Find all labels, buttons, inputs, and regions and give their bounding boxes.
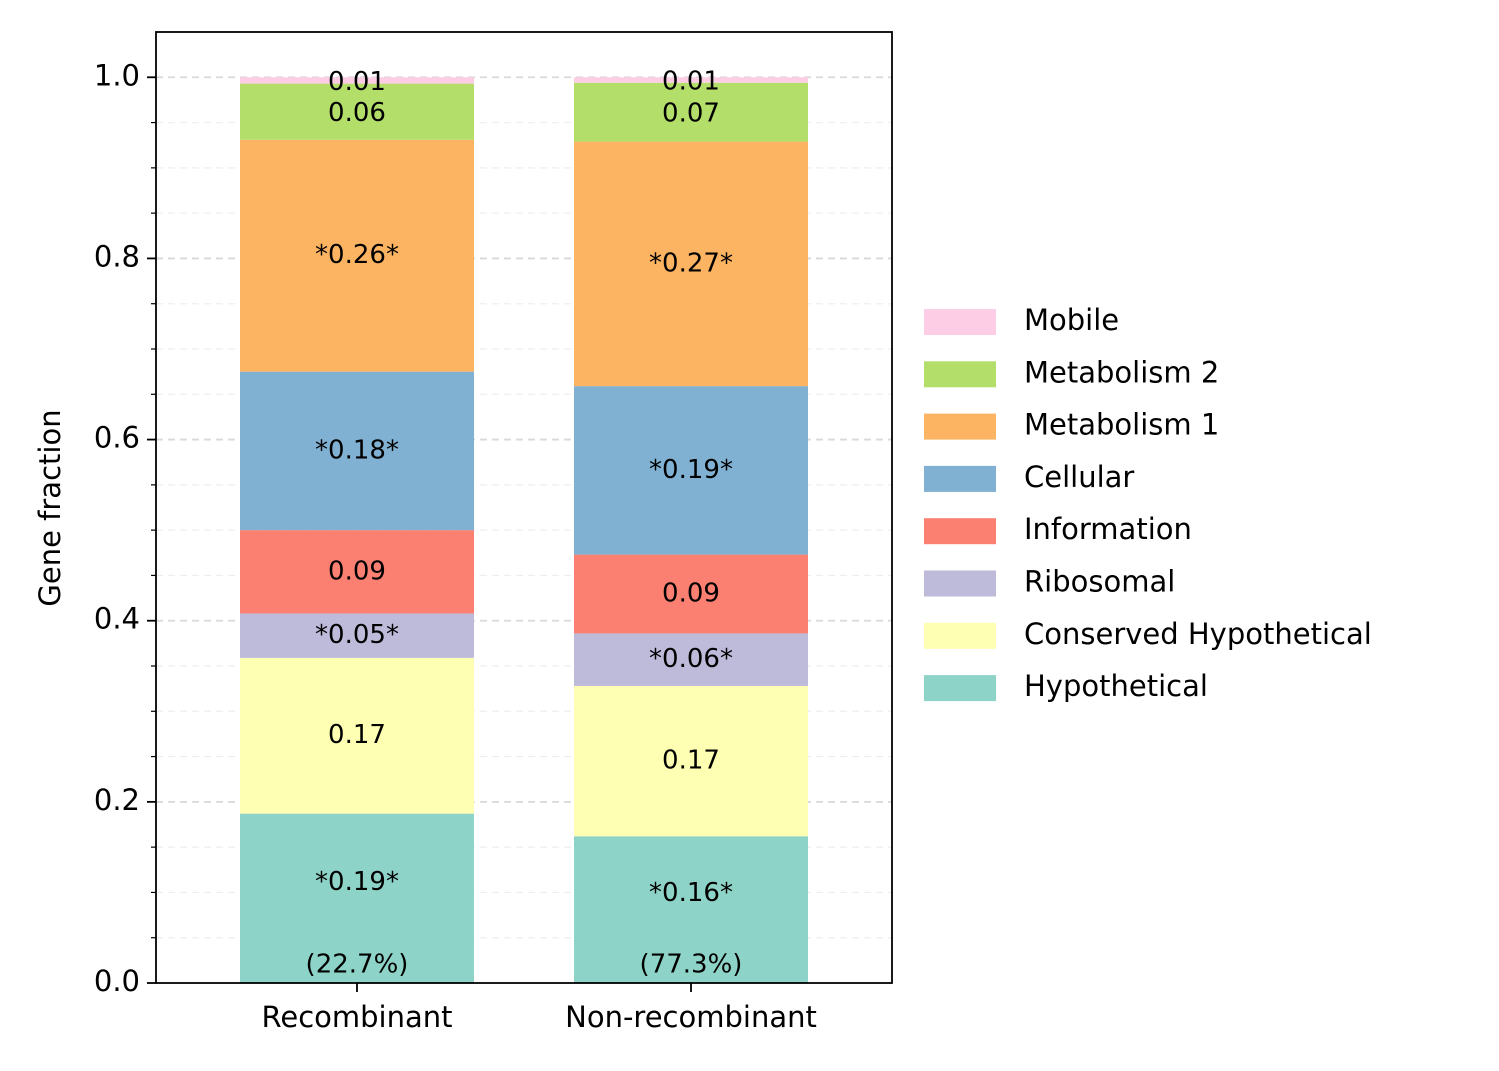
- legend-label: Metabolism 1: [1024, 408, 1219, 442]
- legend-swatch: [924, 465, 996, 492]
- x-axis: Recombinant Non-recombinant: [262, 983, 817, 1034]
- segment-label: 0.01: [328, 67, 386, 97]
- segment-value-labels: *0.19*0.17*0.05*0.09*0.18**0.26*0.060.01…: [306, 67, 743, 980]
- bar-segment-hypothetical: [240, 813, 474, 983]
- legend: Mobile Metabolism 2 Metabolism 1 Cellular In…: [924, 303, 1372, 703]
- legend-swatch: [924, 413, 996, 440]
- bar-segment-information: [240, 530, 474, 614]
- category-share-label: (22.7%): [306, 950, 409, 980]
- bar-segment-cellular: [574, 386, 808, 555]
- y-tick-label: 0.4: [94, 602, 140, 636]
- legend-label: Conserved Hypothetical: [1024, 617, 1372, 651]
- legend-swatch: [924, 570, 996, 597]
- legend-label: Ribosomal: [1024, 565, 1175, 599]
- legend-swatch: [924, 518, 996, 545]
- x-tick-label: Non-recombinant: [565, 1000, 817, 1034]
- legend-label: Cellular: [1024, 460, 1134, 494]
- legend-swatch: [924, 309, 996, 335]
- y-tick-label: 0.2: [94, 783, 140, 817]
- bar-segment-mobile: [574, 77, 808, 83]
- y-tick-label: 0.6: [94, 421, 140, 455]
- segment-label: *0.27*: [649, 248, 733, 278]
- y-tick-label: 1.0: [94, 58, 140, 92]
- bar-segment-mobile: [240, 77, 474, 84]
- legend-swatch: [924, 622, 996, 649]
- legend-label: Information: [1024, 512, 1192, 546]
- segment-label: 0.09: [662, 578, 720, 608]
- segment-label: 0.09: [328, 556, 386, 586]
- bar-segment-metabolism-1: [574, 141, 808, 387]
- y-tick-label: 0.0: [94, 964, 140, 998]
- segment-label: *0.18*: [315, 435, 399, 465]
- segment-label: *0.26*: [315, 240, 399, 270]
- segment-label: 0.17: [662, 746, 720, 776]
- x-tick-label: Recombinant: [262, 1000, 453, 1034]
- legend-label: Metabolism 2: [1024, 355, 1219, 389]
- segment-label: *0.05*: [315, 620, 399, 650]
- segment-label: 0.17: [328, 720, 386, 750]
- bar-segment-hypothetical: [574, 836, 808, 983]
- bar-segment-cellular: [240, 371, 474, 531]
- segment-label: *0.19*: [315, 867, 399, 897]
- bar-segment-metabolism-2: [574, 82, 808, 142]
- y-tick-label: 0.8: [94, 239, 140, 273]
- legend-label: Hypothetical: [1024, 669, 1208, 703]
- bar-segment-ribosomal: [240, 613, 474, 658]
- segment-label: *0.19*: [649, 455, 733, 485]
- segment-label: *0.16*: [649, 878, 733, 908]
- bar-segment-metabolism-1: [240, 139, 474, 372]
- y-axis-label: Gene fraction: [33, 409, 67, 606]
- bar-segment-metabolism-2: [240, 83, 474, 140]
- category-share-label: (77.3%): [640, 950, 743, 980]
- bar-segment-conserved-hypothetical: [240, 657, 474, 814]
- bar-segment-conserved-hypothetical: [574, 685, 808, 837]
- legend-swatch: [924, 675, 996, 702]
- segment-label: *0.06*: [649, 644, 733, 674]
- segment-label: 0.01: [662, 67, 720, 97]
- bar-segment-ribosomal: [574, 633, 808, 686]
- plot-frame: [155, 31, 893, 984]
- bar-segment-information: [574, 554, 808, 634]
- y-axis: 0.0 0.2 0.4 0.6 0.8 1.0: [94, 58, 156, 998]
- legend-label: Mobile: [1024, 303, 1119, 337]
- segment-label: 0.06: [328, 98, 386, 128]
- bars: [240, 77, 808, 983]
- segment-label: 0.07: [662, 99, 720, 129]
- legend-swatch: [924, 361, 996, 388]
